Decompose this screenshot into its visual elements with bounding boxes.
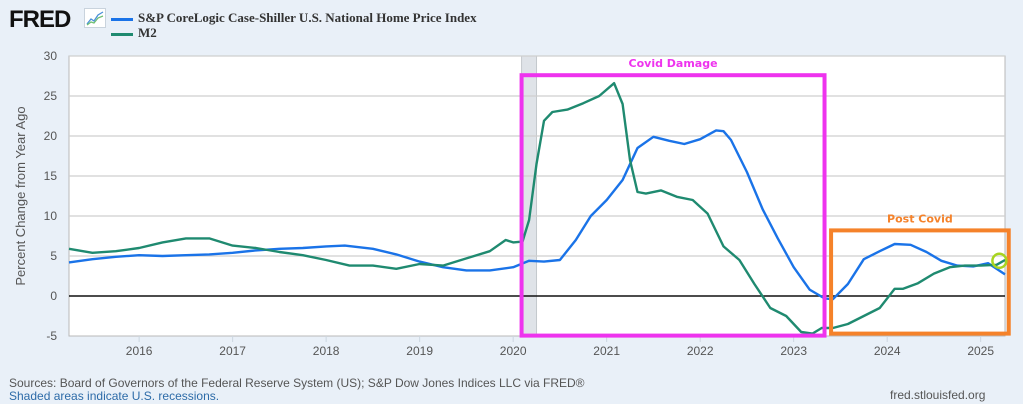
x-tick-label: 2022 bbox=[687, 344, 714, 358]
fred-logo[interactable]: FRED bbox=[9, 6, 71, 33]
highlight-circle bbox=[991, 252, 1008, 270]
y-axis-label: Percent Change from Year Ago bbox=[13, 106, 28, 285]
y-tick-label: 0 bbox=[50, 289, 57, 303]
series-line-hpi bbox=[68, 129, 1006, 301]
recession-shade bbox=[521, 55, 538, 337]
y-tick-label: 10 bbox=[44, 209, 58, 223]
series-line-m2 bbox=[68, 81, 1006, 335]
x-tick-label: 2019 bbox=[406, 344, 433, 358]
x-tick-label: 2025 bbox=[967, 344, 994, 358]
post-covid-box bbox=[829, 228, 1011, 336]
y-tick-label: -5 bbox=[46, 329, 57, 343]
y-tick-label: 5 bbox=[50, 249, 57, 263]
x-tick-label: 2020 bbox=[500, 344, 527, 358]
x-tick-label: 2023 bbox=[780, 344, 807, 358]
legend-item-hpi[interactable]: S&P CoreLogic Case-Shiller U.S. National… bbox=[111, 10, 477, 26]
x-tick-label: 2016 bbox=[126, 344, 153, 358]
line-chart-icon[interactable] bbox=[84, 8, 106, 28]
x-tick-label: 2018 bbox=[313, 344, 340, 358]
covid-damage-box bbox=[519, 73, 827, 338]
y-tick-label: 25 bbox=[44, 89, 58, 103]
y-tick-label: 30 bbox=[44, 49, 58, 63]
y-tick-label: 20 bbox=[44, 129, 58, 143]
x-tick-label: 2021 bbox=[593, 344, 620, 358]
post-covid-label: Post Covid bbox=[887, 212, 953, 225]
recession-note-link[interactable]: Shaded areas indicate U.S. recessions. bbox=[9, 389, 220, 403]
x-tick-label: 2017 bbox=[219, 344, 246, 358]
x-tick-label: 2024 bbox=[874, 344, 901, 358]
covid-damage-label: Covid Damage bbox=[629, 57, 718, 70]
y-tick-label: 15 bbox=[44, 169, 58, 183]
legend-label-m2: M2 bbox=[138, 25, 157, 40]
legend-label-hpi: S&P CoreLogic Case-Shiller U.S. National… bbox=[138, 10, 477, 25]
legend-swatch-hpi bbox=[111, 17, 133, 21]
fred-site-link[interactable]: fred.stlouisfed.org bbox=[890, 388, 986, 402]
legend-swatch-m2 bbox=[111, 32, 133, 36]
legend-item-m2[interactable]: M2 bbox=[111, 25, 157, 41]
sources-note: Sources: Board of Governors of the Feder… bbox=[9, 376, 585, 390]
